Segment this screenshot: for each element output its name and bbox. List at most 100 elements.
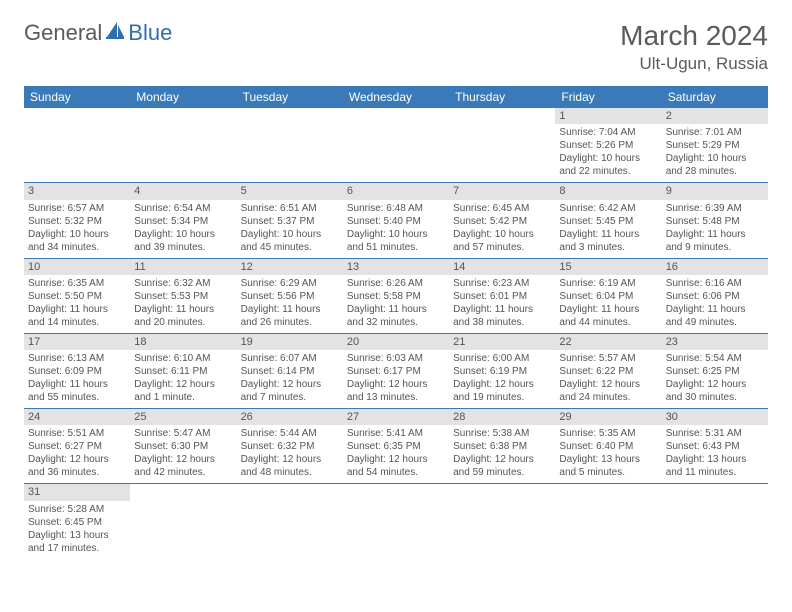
daylight1-text: Daylight: 11 hours <box>666 303 764 316</box>
sunset-text: Sunset: 5:42 PM <box>453 215 551 228</box>
sunset-text: Sunset: 6:19 PM <box>453 365 551 378</box>
day-cell: 31Sunrise: 5:28 AMSunset: 6:45 PMDayligh… <box>24 484 130 558</box>
sunset-text: Sunset: 5:34 PM <box>134 215 232 228</box>
day-number <box>449 484 555 500</box>
daylight1-text: Daylight: 10 hours <box>559 152 657 165</box>
day-number <box>555 484 661 500</box>
daylight1-text: Daylight: 12 hours <box>453 453 551 466</box>
day-content: Sunrise: 6:07 AMSunset: 6:14 PMDaylight:… <box>237 350 343 408</box>
daylight1-text: Daylight: 13 hours <box>559 453 657 466</box>
day-content: Sunrise: 7:04 AMSunset: 5:26 PMDaylight:… <box>555 124 661 182</box>
day-content: Sunrise: 5:41 AMSunset: 6:35 PMDaylight:… <box>343 425 449 483</box>
day-cell: 17Sunrise: 6:13 AMSunset: 6:09 PMDayligh… <box>24 334 130 408</box>
day-content: Sunrise: 5:51 AMSunset: 6:27 PMDaylight:… <box>24 425 130 483</box>
sunset-text: Sunset: 5:29 PM <box>666 139 764 152</box>
weekday-label: Tuesday <box>237 86 343 108</box>
weeks-container: 1Sunrise: 7:04 AMSunset: 5:26 PMDaylight… <box>24 108 768 559</box>
day-cell: 28Sunrise: 5:38 AMSunset: 6:38 PMDayligh… <box>449 409 555 483</box>
day-content: Sunrise: 6:48 AMSunset: 5:40 PMDaylight:… <box>343 200 449 258</box>
daylight2-text: and 34 minutes. <box>28 241 126 254</box>
day-cell: 13Sunrise: 6:26 AMSunset: 5:58 PMDayligh… <box>343 259 449 333</box>
sunset-text: Sunset: 6:30 PM <box>134 440 232 453</box>
day-number: 22 <box>555 334 661 350</box>
daylight2-text: and 51 minutes. <box>347 241 445 254</box>
day-number <box>130 484 236 500</box>
daylight1-text: Daylight: 11 hours <box>28 303 126 316</box>
day-content <box>662 501 768 507</box>
daylight2-text: and 3 minutes. <box>559 241 657 254</box>
sunrise-text: Sunrise: 6:00 AM <box>453 352 551 365</box>
sunrise-text: Sunrise: 6:16 AM <box>666 277 764 290</box>
day-number: 21 <box>449 334 555 350</box>
day-cell: 12Sunrise: 6:29 AMSunset: 5:56 PMDayligh… <box>237 259 343 333</box>
day-number <box>237 484 343 500</box>
weekday-label: Saturday <box>662 86 768 108</box>
day-content: Sunrise: 5:47 AMSunset: 6:30 PMDaylight:… <box>130 425 236 483</box>
sunset-text: Sunset: 6:17 PM <box>347 365 445 378</box>
sunrise-text: Sunrise: 5:35 AM <box>559 427 657 440</box>
day-cell: 21 Sunrise: 6:00 AMSunset: 6:19 PMDayligh… <box>449 334 555 408</box>
day-content <box>130 124 236 130</box>
week-row: 31Sunrise: 5:28 AMSunset: 6:45 PMDayligh… <box>24 484 768 558</box>
sunset-text: Sunset: 6:14 PM <box>241 365 339 378</box>
day-content: Sunrise: 6:39 AMSunset: 5:48 PMDaylight:… <box>662 200 768 258</box>
day-content <box>237 501 343 507</box>
day-cell: 26Sunrise: 5:44 AMSunset: 6:32 PMDayligh… <box>237 409 343 483</box>
sunset-text: Sunset: 6:38 PM <box>453 440 551 453</box>
daylight2-text: and 9 minutes. <box>666 241 764 254</box>
day-cell: 22Sunrise: 5:57 AMSunset: 6:22 PMDayligh… <box>555 334 661 408</box>
daylight1-text: Daylight: 12 hours <box>453 378 551 391</box>
day-cell: 18Sunrise: 6:10 AMSunset: 6:11 PMDayligh… <box>130 334 236 408</box>
day-number: 5 <box>237 183 343 199</box>
day-number: 31 <box>24 484 130 500</box>
daylight1-text: Daylight: 11 hours <box>241 303 339 316</box>
sunrise-text: Sunrise: 5:41 AM <box>347 427 445 440</box>
day-number: 12 <box>237 259 343 275</box>
weekday-label: Sunday <box>24 86 130 108</box>
day-number: 24 <box>24 409 130 425</box>
daylight2-text: and 48 minutes. <box>241 466 339 479</box>
sunrise-text: Sunrise: 6:42 AM <box>559 202 657 215</box>
day-content: Sunrise: 6:13 AMSunset: 6:09 PMDaylight:… <box>24 350 130 408</box>
day-content: Sunrise: 6:42 AMSunset: 5:45 PMDaylight:… <box>555 200 661 258</box>
day-content <box>130 501 236 507</box>
daylight1-text: Daylight: 12 hours <box>134 378 232 391</box>
day-cell <box>24 108 130 182</box>
day-number <box>130 108 236 124</box>
daylight1-text: Daylight: 12 hours <box>666 378 764 391</box>
day-number: 30 <box>662 409 768 425</box>
sunset-text: Sunset: 5:53 PM <box>134 290 232 303</box>
sunset-text: Sunset: 5:32 PM <box>28 215 126 228</box>
day-content: Sunrise: 5:38 AMSunset: 6:38 PMDaylight:… <box>449 425 555 483</box>
day-content <box>24 124 130 130</box>
daylight1-text: Daylight: 11 hours <box>134 303 232 316</box>
day-content: Sunrise: 6:29 AMSunset: 5:56 PMDaylight:… <box>237 275 343 333</box>
daylight2-text: and 54 minutes. <box>347 466 445 479</box>
daylight2-text: and 59 minutes. <box>453 466 551 479</box>
sunset-text: Sunset: 6:35 PM <box>347 440 445 453</box>
day-number <box>662 484 768 500</box>
sunrise-text: Sunrise: 5:57 AM <box>559 352 657 365</box>
daylight1-text: Daylight: 12 hours <box>134 453 232 466</box>
day-number: 14 <box>449 259 555 275</box>
week-row: 10Sunrise: 6:35 AMSunset: 5:50 PMDayligh… <box>24 259 768 334</box>
day-content: Sunrise: 5:44 AMSunset: 6:32 PMDaylight:… <box>237 425 343 483</box>
day-content <box>449 124 555 130</box>
day-cell: 20Sunrise: 6:03 AMSunset: 6:17 PMDayligh… <box>343 334 449 408</box>
sunset-text: Sunset: 6:11 PM <box>134 365 232 378</box>
sunrise-text: Sunrise: 6:23 AM <box>453 277 551 290</box>
day-number: 27 <box>343 409 449 425</box>
day-number: 8 <box>555 183 661 199</box>
day-cell: 24Sunrise: 5:51 AMSunset: 6:27 PMDayligh… <box>24 409 130 483</box>
day-cell <box>555 484 661 558</box>
day-number: 25 <box>130 409 236 425</box>
daylight1-text: Daylight: 12 hours <box>559 378 657 391</box>
day-cell: 19Sunrise: 6:07 AMSunset: 6:14 PMDayligh… <box>237 334 343 408</box>
daylight2-text: and 55 minutes. <box>28 391 126 404</box>
daylight1-text: Daylight: 13 hours <box>28 529 126 542</box>
sunrise-text: Sunrise: 6:57 AM <box>28 202 126 215</box>
daylight2-text: and 45 minutes. <box>241 241 339 254</box>
day-number: 15 <box>555 259 661 275</box>
day-cell: 15Sunrise: 6:19 AMSunset: 6:04 PMDayligh… <box>555 259 661 333</box>
sunrise-text: Sunrise: 6:51 AM <box>241 202 339 215</box>
